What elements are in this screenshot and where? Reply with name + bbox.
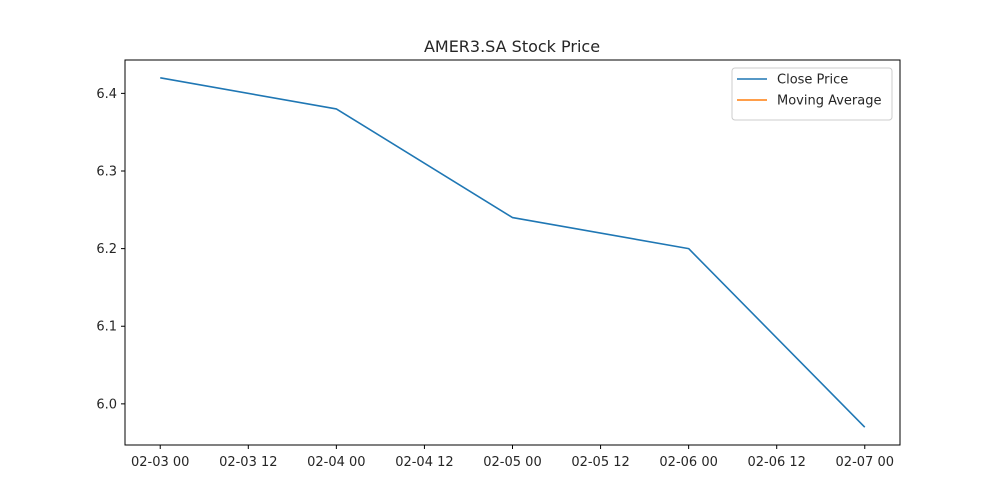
x-tick-label: 02-06 00 bbox=[659, 455, 717, 470]
legend-label: Close Price bbox=[777, 73, 848, 88]
y-tick-label: 6.2 bbox=[96, 242, 117, 257]
x-tick-label: 02-05 12 bbox=[571, 455, 629, 470]
x-tick-label: 02-03 12 bbox=[219, 455, 277, 470]
x-tick-label: 02-07 00 bbox=[836, 455, 894, 470]
x-tick-label: 02-06 12 bbox=[747, 455, 805, 470]
y-tick-label: 6.1 bbox=[96, 320, 117, 335]
legend-label: Moving Average bbox=[777, 94, 881, 109]
y-tick-label: 6.0 bbox=[96, 397, 117, 412]
chart-title: AMER3.SA Stock Price bbox=[424, 37, 600, 56]
x-tick-label: 02-03 00 bbox=[131, 455, 189, 470]
legend-box bbox=[731, 67, 893, 121]
x-tick-label: 02-05 00 bbox=[483, 455, 541, 470]
x-tick-label: 02-04 12 bbox=[395, 455, 453, 470]
series-layer bbox=[160, 77, 866, 428]
legend: Close Price Moving Average bbox=[731, 67, 893, 121]
x-tick-label: 02-04 00 bbox=[307, 455, 365, 470]
series-line-close-price bbox=[160, 77, 866, 428]
y-tick-label: 6.4 bbox=[96, 87, 117, 102]
axes: 6.0 6.1 6.2 6.3 6.4 02-03 00 02-03 12 02-04 00 0… bbox=[96, 59, 901, 470]
y-tick-label: 6.3 bbox=[96, 164, 117, 179]
